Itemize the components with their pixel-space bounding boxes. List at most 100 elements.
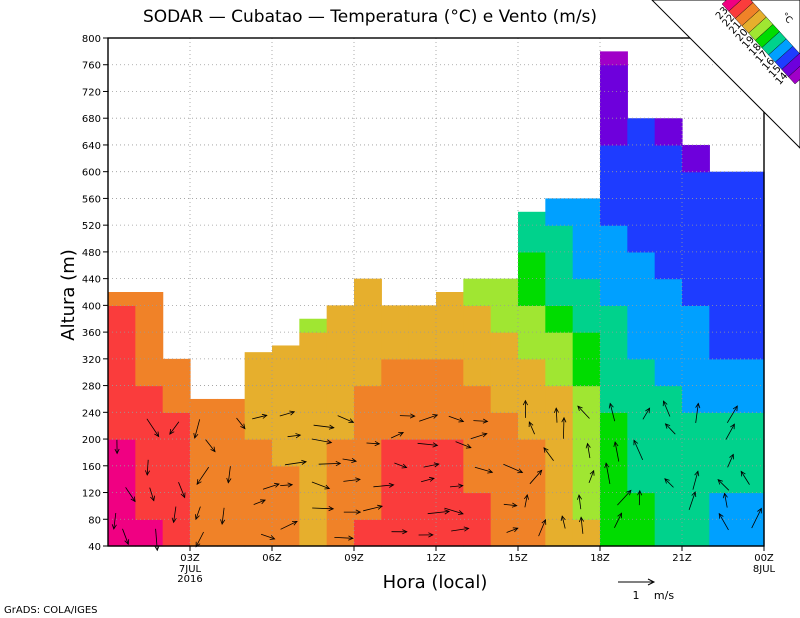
temperature-field	[108, 51, 765, 547]
temp-cell	[600, 278, 628, 306]
temp-cell	[190, 465, 218, 494]
temp-cell	[709, 519, 738, 547]
temp-cell	[627, 278, 656, 306]
y-tick-label: 600	[82, 168, 101, 179]
temp-cell	[545, 332, 574, 360]
wind-arrow	[111, 512, 117, 530]
temp-cell	[463, 412, 492, 440]
x-tick-label: 18Z	[590, 553, 610, 564]
temp-cell	[436, 358, 464, 387]
temp-cell	[354, 332, 382, 360]
temp-cell	[600, 412, 628, 440]
temp-cell	[545, 492, 574, 520]
wind-arrow	[178, 482, 186, 499]
temp-cell	[381, 358, 410, 387]
temp-cell	[135, 465, 164, 494]
temp-cell	[654, 225, 683, 253]
wind-arrow	[727, 453, 734, 468]
wind-arrow	[196, 466, 210, 485]
temp-cell	[709, 171, 738, 200]
temp-cell	[600, 198, 628, 226]
y-tick-label: 40	[88, 542, 101, 553]
temp-cell	[654, 332, 683, 360]
temp-cell	[600, 358, 628, 387]
temp-cell	[490, 465, 519, 494]
temp-cell	[518, 519, 546, 547]
temp-cell	[490, 305, 519, 333]
temp-cell	[600, 225, 628, 253]
temp-cell	[545, 385, 574, 413]
y-tick-label: 80	[88, 515, 101, 526]
y-axis: 40 80 120 160 200 240 280 320 360 400 440 480 520 560…	[82, 34, 108, 553]
temp-cell	[545, 251, 574, 280]
temp-cell	[518, 492, 546, 520]
wind-arrow	[448, 415, 465, 423]
temp-cell	[572, 439, 601, 467]
temp-cell	[654, 251, 683, 280]
wind-arrow	[311, 481, 331, 490]
wind-arrow	[506, 527, 519, 533]
temp-cell	[108, 439, 136, 467]
wind-arrow	[473, 418, 489, 424]
temp-cell	[436, 465, 464, 494]
temp-cell	[682, 144, 710, 173]
temp-cell	[135, 492, 164, 520]
temp-cell	[600, 171, 628, 200]
temp-cell	[709, 358, 738, 387]
wind-arrow	[125, 487, 136, 503]
temp-cell	[545, 305, 574, 333]
wind-arrow	[226, 466, 232, 484]
wind-arrow	[751, 507, 762, 529]
temp-cell	[436, 292, 464, 306]
temp-cell	[326, 439, 355, 467]
temp-cell	[326, 465, 355, 494]
temp-cell	[135, 358, 164, 387]
temp-cell	[518, 358, 546, 387]
y-tick-label: 240	[82, 408, 101, 419]
temp-cell	[627, 465, 656, 494]
temp-cell	[490, 358, 519, 387]
wind-scale-key: 1 m/s	[618, 578, 674, 602]
temp-cell	[736, 439, 765, 467]
temp-cell	[490, 332, 519, 360]
temp-cell	[682, 439, 710, 467]
temp-cell	[572, 412, 601, 440]
temp-cell	[436, 332, 464, 360]
wind-arrow	[637, 489, 643, 506]
temp-cell	[135, 519, 164, 547]
temp-cell	[381, 385, 410, 413]
wind-arrow	[561, 416, 567, 439]
temp-cell	[217, 492, 246, 520]
temp-cell	[627, 412, 656, 440]
y-tick-label: 400	[82, 301, 101, 312]
temp-cell	[545, 198, 574, 226]
wind-arrow	[688, 491, 697, 511]
temp-cell	[600, 385, 628, 413]
wind-arrow	[342, 457, 358, 463]
temp-cell	[162, 492, 191, 520]
temp-cell	[682, 358, 710, 387]
temp-cell	[736, 465, 765, 494]
temp-cell	[682, 278, 710, 306]
temp-cell	[709, 225, 738, 253]
temp-cell	[572, 358, 601, 387]
wind-vectors	[111, 399, 762, 552]
temp-cell	[682, 225, 710, 253]
x-tick-label: 21Z	[672, 553, 692, 564]
y-tick-label: 560	[82, 194, 101, 205]
temp-cell	[299, 519, 328, 547]
temp-cell	[381, 465, 410, 494]
temp-cell	[545, 278, 574, 306]
wind-arrow	[419, 414, 439, 422]
temp-cell	[381, 492, 410, 520]
temp-cell	[463, 439, 492, 467]
temp-cell	[463, 385, 492, 413]
wind-arrow	[311, 438, 333, 445]
wind-arrow	[146, 418, 160, 438]
wind-arrow	[455, 441, 472, 449]
temp-cell	[627, 225, 656, 253]
legend-swatch	[721, 0, 742, 12]
wind-arrow	[664, 423, 676, 435]
temp-cell	[135, 292, 164, 306]
